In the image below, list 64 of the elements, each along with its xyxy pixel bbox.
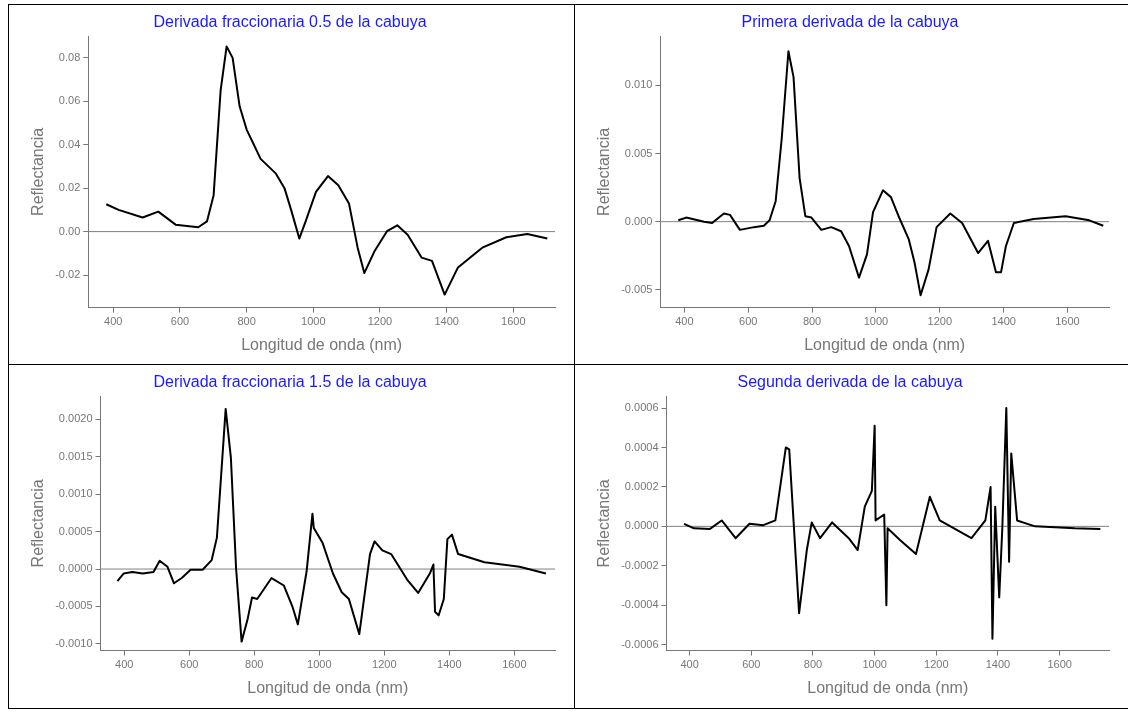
chart-title: Primera derivada de la cabuya — [741, 13, 959, 31]
y-tick-label: 0.00 — [58, 224, 81, 237]
y-tick-label: 0.06 — [58, 94, 81, 107]
y-axis-title: Reflectancia — [595, 127, 613, 216]
y-tick-label: 0.005 — [624, 146, 653, 159]
x-tick-label: 800 — [803, 658, 823, 671]
y-axis-title: Reflectancia — [29, 127, 47, 216]
y-tick-label: -0.0005 — [55, 599, 93, 612]
x-tick-label: 400 — [115, 658, 134, 671]
x-axis-title: Longitud de onda (nm) — [241, 335, 403, 353]
x-tick-label: 1000 — [307, 658, 332, 671]
y-tick-label: -0.02 — [55, 268, 81, 281]
y-tick-label: 0.0000 — [58, 562, 93, 575]
x-tick-label: 1600 — [502, 658, 527, 671]
y-tick-label: 0.0005 — [58, 524, 93, 537]
chart-title: Derivada fraccionaria 1.5 de la cabuya — [153, 373, 427, 391]
x-tick-label: 800 — [237, 315, 256, 328]
x-tick-label: 400 — [675, 315, 694, 328]
x-tick-label: 1400 — [991, 315, 1016, 328]
y-tick-label: -0.0004 — [621, 598, 659, 611]
x-tick-label: 1400 — [985, 658, 1011, 671]
y-tick-label: 0.000 — [624, 214, 653, 227]
y-tick-label: -0.0002 — [621, 558, 659, 571]
x-tick-label: 800 — [802, 315, 822, 328]
chart-title: Segunda derivada de la cabuya — [737, 373, 963, 391]
x-tick-label: 1000 — [862, 658, 887, 671]
y-tick-label: 0.010 — [624, 78, 653, 91]
x-tick-label: 800 — [245, 658, 264, 671]
y-tick-label: 0.02 — [58, 181, 81, 194]
x-tick-label: 600 — [170, 315, 190, 328]
y-tick-label: 0.0006 — [624, 401, 659, 414]
x-tick-label: 600 — [742, 658, 761, 671]
y-tick-label: 0.0010 — [58, 487, 93, 500]
y-tick-label: 0.0020 — [58, 412, 93, 425]
y-tick-label: -0.005 — [621, 282, 653, 295]
x-axis-title: Longitud de onda (nm) — [247, 678, 409, 696]
y-axis-title: Reflectancia — [595, 479, 613, 568]
x-tick-label: 1400 — [437, 658, 462, 671]
x-tick-label: 1400 — [434, 315, 459, 328]
x-tick-label: 1600 — [501, 315, 526, 328]
y-tick-label: 0.04 — [58, 137, 81, 150]
chart-title: Derivada fraccionaria 0.5 de la cabuya — [153, 13, 427, 31]
x-tick-label: 1600 — [1055, 315, 1080, 328]
x-tick-label: 1200 — [367, 315, 393, 328]
x-axis-title: Longitud de onda (nm) — [804, 335, 966, 353]
x-tick-label: 1200 — [372, 658, 397, 671]
y-tick-label: 0.0015 — [58, 449, 93, 462]
y-tick-label: -0.0010 — [55, 636, 93, 649]
y-tick-label: -0.0006 — [621, 637, 659, 650]
x-tick-label: 1200 — [924, 658, 949, 671]
x-tick-label: 1600 — [1047, 658, 1072, 671]
x-tick-label: 400 — [104, 315, 123, 328]
x-tick-label: 1000 — [301, 315, 326, 328]
x-axis-title: Longitud de onda (nm) — [807, 678, 969, 696]
x-tick-label: 1200 — [927, 315, 953, 328]
x-tick-label: 600 — [180, 658, 199, 671]
x-tick-label: 400 — [680, 658, 699, 671]
x-tick-label: 1000 — [863, 315, 889, 328]
y-axis-title: Reflectancia — [29, 479, 47, 568]
y-tick-label: 0.0002 — [624, 479, 659, 492]
y-tick-label: 0.08 — [58, 50, 81, 63]
x-tick-label: 600 — [739, 315, 758, 328]
y-tick-label: 0.0004 — [624, 440, 659, 453]
y-tick-label: 0.0000 — [624, 519, 659, 532]
